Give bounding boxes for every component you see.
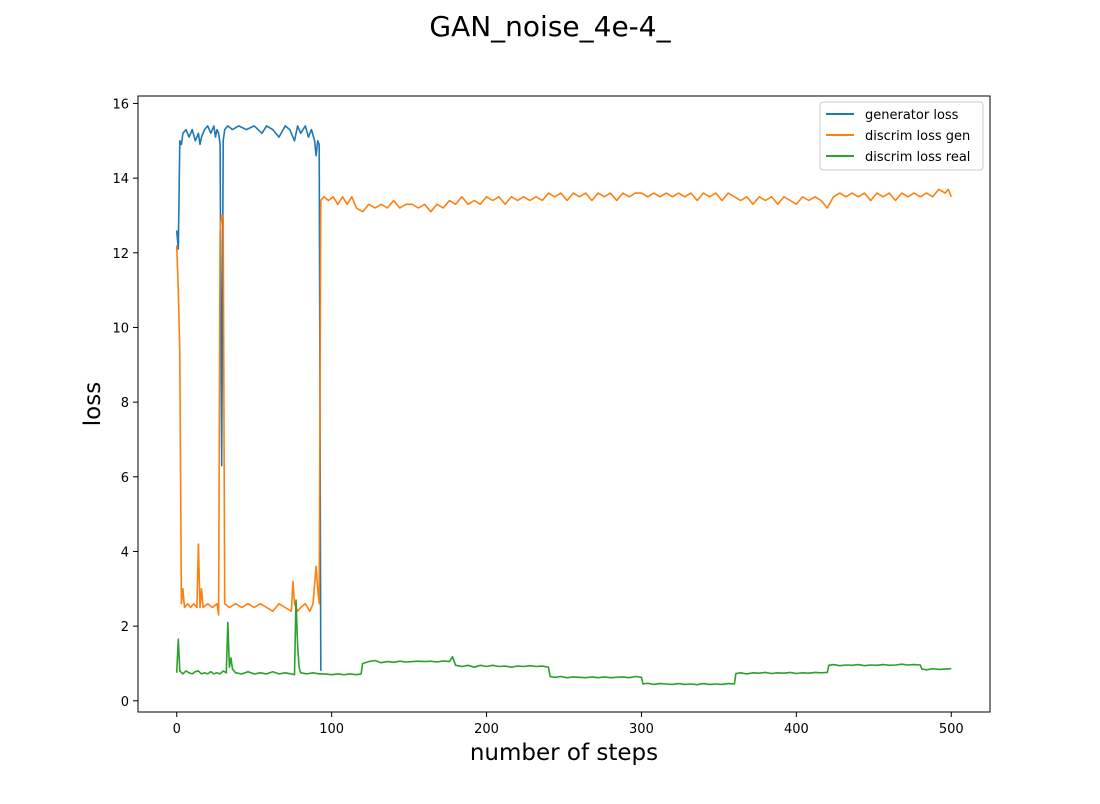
x-tick-label: 200 <box>474 722 499 737</box>
legend-box <box>819 101 984 171</box>
series-line-2 <box>175 188 953 616</box>
series-line-3 <box>175 599 952 686</box>
plot-frame <box>137 95 991 713</box>
y-tick-label: 12 <box>112 247 129 262</box>
y-axis-label: loss <box>80 382 106 426</box>
y-tick-label: 0 <box>121 695 129 710</box>
y-tick-label: 2 <box>121 620 129 635</box>
chart-title: GAN_noise_4e-4_ <box>429 10 671 43</box>
series-line-1 <box>175 125 322 671</box>
legend-label: discrim loss real <box>865 150 970 165</box>
y-tick-label: 4 <box>121 545 129 560</box>
y-tick-label: 10 <box>112 321 129 336</box>
x-tick-label: 0 <box>173 722 181 737</box>
y-tick-label: 8 <box>121 396 129 411</box>
legend-label: generator loss <box>865 108 959 123</box>
x-tick-label: 400 <box>784 722 809 737</box>
x-axis-label: number of steps <box>470 740 658 766</box>
x-tick-label: 100 <box>319 722 344 737</box>
legend-label: discrim loss gen <box>865 129 970 144</box>
x-tick-label: 300 <box>629 722 654 737</box>
y-tick-label: 6 <box>121 471 129 486</box>
y-tick-label: 14 <box>112 172 129 187</box>
x-tick-label: 500 <box>939 722 964 737</box>
y-tick-label: 16 <box>112 97 129 112</box>
